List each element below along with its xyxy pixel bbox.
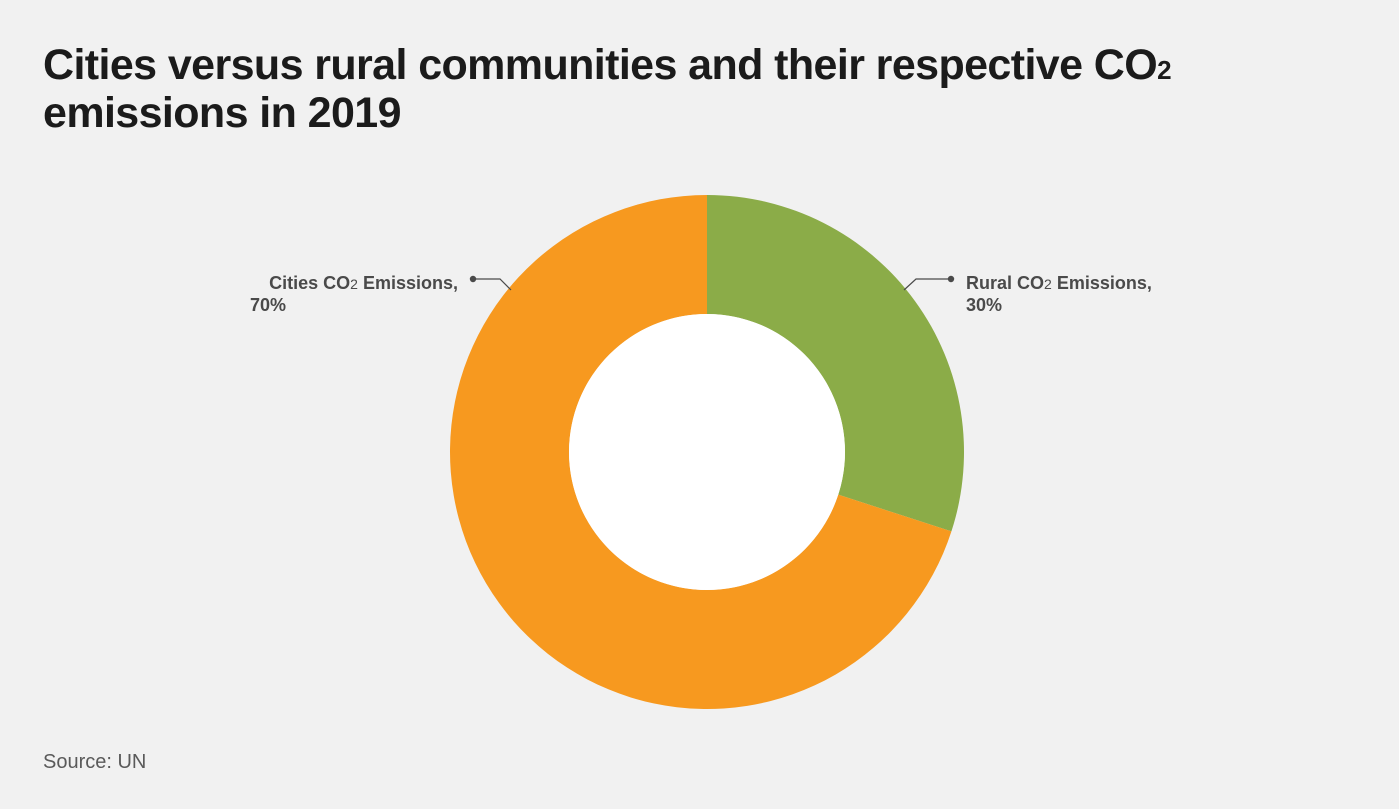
leader-line-cities <box>475 278 512 291</box>
source-note: Source: UN <box>43 751 147 773</box>
donut-slices <box>450 194 964 709</box>
chart-title-text: Cities versus rural communities and thei… <box>43 41 1158 89</box>
leader-line-rural <box>903 278 950 291</box>
chart-title-line2: emissions in 2019 <box>43 89 401 137</box>
label-name-rural: Rural CO2 Emissions, <box>966 273 1152 293</box>
label-value-rural: 30% <box>966 295 1002 315</box>
chart-title-subscript: 2 <box>1157 55 1172 85</box>
leader-dot-rural <box>947 275 955 283</box>
slice-rural <box>707 195 964 532</box>
label-cities: Cities CO2 Emissions,70% <box>250 273 512 315</box>
label-name-cities: Cities CO2 Emissions, <box>269 273 458 293</box>
chart-title: Cities versus rural communities and thei… <box>43 44 1363 135</box>
leader-dot-cities <box>469 275 477 283</box>
donut-hole <box>569 314 845 590</box>
label-value-cities: 70% <box>250 295 286 315</box>
label-rural: Rural CO2 Emissions,30% <box>903 273 1152 315</box>
slice-cities <box>450 194 952 709</box>
